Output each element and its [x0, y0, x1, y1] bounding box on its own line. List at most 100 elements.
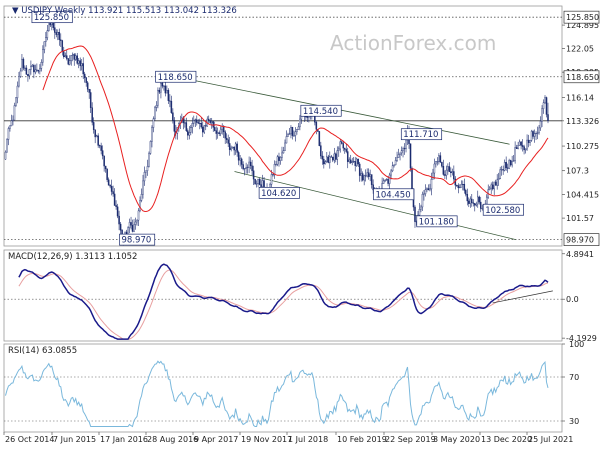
- candle-body: [234, 143, 237, 151]
- candle-body: [529, 140, 531, 143]
- candle-body: [74, 55, 77, 60]
- candle-body: [433, 163, 436, 174]
- candle-body: [426, 188, 428, 190]
- x-tick-label: 22 Sep 2019: [385, 435, 436, 444]
- candle-body: [157, 89, 159, 106]
- candle-body: [296, 129, 298, 132]
- x-tick-label: 17 Jan 2016: [100, 435, 148, 444]
- candle-body: [338, 148, 340, 151]
- candle-body: [77, 60, 80, 64]
- candle-body: [24, 67, 26, 69]
- annotation-104.450: 104.450: [373, 188, 415, 200]
- candle-body: [405, 139, 407, 149]
- candle-body: [36, 69, 38, 71]
- candle-body: [442, 166, 445, 175]
- right-label-text: 125.850: [566, 13, 599, 22]
- candle-body: [31, 64, 34, 67]
- candle-body: [272, 174, 274, 176]
- candle-body: [188, 132, 191, 136]
- candle-body: [430, 178, 433, 190]
- current-price-label: 113.326: [566, 117, 599, 126]
- candle-body: [218, 132, 220, 134]
- candle-body: [60, 39, 62, 41]
- candle-body: [448, 166, 451, 172]
- candle-body: [82, 63, 84, 75]
- candle-body: [471, 198, 473, 204]
- candle-body: [361, 173, 364, 181]
- macd-header: MACD(12,26,9) 1.3113 1.1052: [8, 252, 137, 262]
- candle-body: [514, 147, 516, 161]
- candle-body: [281, 152, 283, 158]
- candle-body: [57, 32, 59, 35]
- candle-body: [285, 136, 288, 144]
- candle-body: [367, 172, 370, 177]
- candle-body: [161, 83, 164, 87]
- candle-body: [542, 102, 545, 109]
- candle-body: [469, 198, 472, 204]
- price-tick-label: 104.415: [566, 191, 599, 200]
- candle-body: [230, 147, 232, 150]
- annotation-box: [155, 70, 197, 83]
- candle-body: [83, 73, 86, 78]
- candle-body: [127, 227, 129, 235]
- rsi-line: [5, 360, 549, 428]
- candle-body: [37, 70, 40, 72]
- x-tick-label: 26 Oct 2014: [5, 435, 54, 444]
- rsi-panel-frame: [3, 343, 563, 433]
- candle-body: [243, 168, 246, 170]
- candles: [4, 18, 549, 246]
- candle-body: [463, 183, 466, 191]
- candle-body: [323, 158, 325, 165]
- x-tick-label: 19 Nov 2017: [241, 435, 292, 444]
- price-tick-label: 122.05: [566, 45, 594, 54]
- annotation-102.580: 102.580: [482, 203, 524, 216]
- candle-body: [164, 85, 167, 94]
- candle-body: [39, 68, 41, 72]
- candle-body: [329, 156, 331, 163]
- candle-body: [366, 172, 368, 177]
- candle-body: [55, 32, 58, 35]
- candle-body: [40, 62, 43, 69]
- candle-body: [251, 165, 253, 171]
- candle-body: [488, 187, 491, 190]
- candle-body: [95, 135, 98, 138]
- candle-body: [399, 152, 401, 155]
- candle-body: [481, 208, 483, 210]
- candle-body: [137, 210, 140, 221]
- candle-body: [128, 222, 131, 228]
- moving-average-line: [42, 45, 549, 213]
- candle-body: [199, 122, 201, 124]
- candle-body: [341, 141, 343, 144]
- candle-body: [485, 196, 488, 205]
- candle-body: [119, 223, 122, 231]
- candle-body: [166, 90, 168, 94]
- candle-body: [363, 175, 365, 181]
- candle-body: [517, 145, 519, 149]
- candle-body: [6, 139, 8, 153]
- candle-body: [494, 181, 497, 186]
- candle-body: [237, 152, 240, 161]
- macd-signal-line: [18, 269, 549, 340]
- candle-body: [402, 148, 404, 151]
- candle-body: [116, 206, 119, 217]
- candle-body: [279, 157, 282, 161]
- candle-body: [445, 169, 448, 176]
- candle-body: [360, 173, 362, 176]
- candle-body: [355, 158, 358, 166]
- candle-body: [167, 90, 170, 101]
- candle-body: [7, 128, 10, 140]
- candle-body: [19, 70, 22, 77]
- right-label-118.650: 118.650: [563, 70, 600, 84]
- candle-body: [76, 55, 78, 64]
- candle-body: [326, 156, 328, 162]
- candle-body: [345, 149, 347, 152]
- candle-body: [9, 125, 11, 129]
- candle-body: [140, 193, 143, 201]
- candle-body: [97, 135, 99, 146]
- candle-body: [444, 174, 446, 176]
- rsi-header: RSI(14) 63.0855: [8, 346, 77, 356]
- candle-body: [112, 191, 114, 195]
- candle-body: [472, 202, 475, 204]
- candle-body: [512, 160, 515, 162]
- candle-body: [240, 158, 243, 165]
